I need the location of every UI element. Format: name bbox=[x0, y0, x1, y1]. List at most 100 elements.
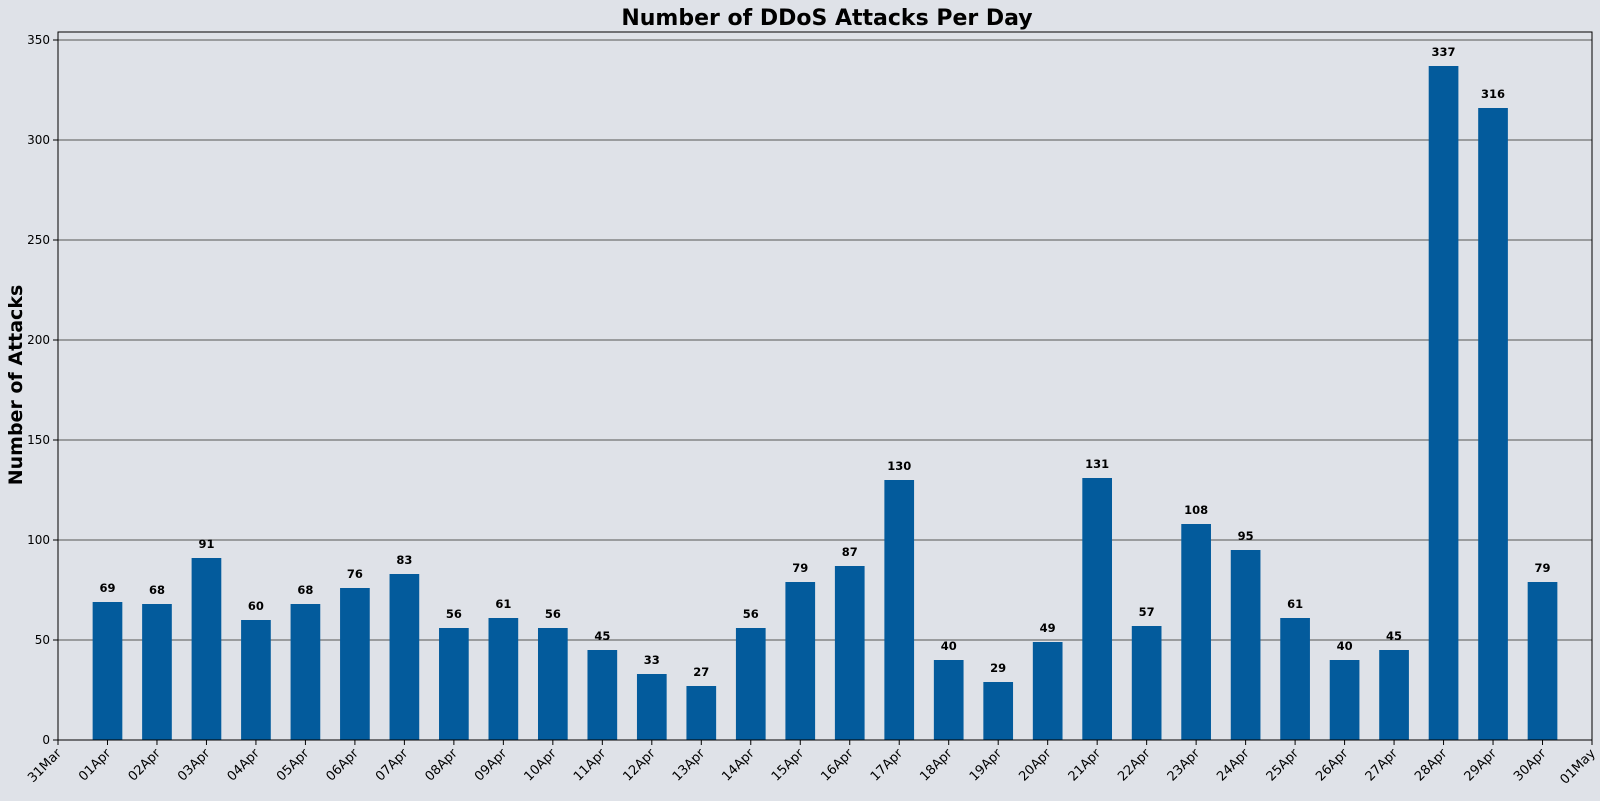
bar bbox=[1181, 524, 1211, 740]
data-label: 337 bbox=[1432, 45, 1456, 59]
x-tick-label: 10Apr bbox=[521, 746, 560, 785]
x-tick-label: 16Apr bbox=[818, 746, 857, 785]
bar bbox=[142, 604, 172, 740]
y-tick-label: 200 bbox=[27, 333, 50, 347]
x-tick-label: 01May bbox=[1558, 746, 1600, 788]
x-tick-label: 03Apr bbox=[175, 746, 214, 785]
data-label: 45 bbox=[594, 629, 610, 643]
y-axis-ticks: 0 50 100 150 200 250 300 350 bbox=[27, 33, 58, 747]
x-tick-label: 18Apr bbox=[917, 746, 956, 785]
x-tick-label: 06Apr bbox=[324, 746, 363, 785]
data-label: 60 bbox=[248, 599, 264, 613]
x-tick-label: 13Apr bbox=[670, 746, 709, 785]
bar bbox=[933, 660, 964, 740]
x-tick-label: 15Apr bbox=[769, 746, 808, 785]
bar bbox=[1379, 650, 1409, 740]
data-label: 69 bbox=[99, 581, 115, 595]
data-label: 56 bbox=[446, 607, 462, 621]
x-tick-label: 11Apr bbox=[571, 746, 610, 785]
chart-title: Number of DDoS Attacks Per Day bbox=[621, 6, 1032, 31]
y-tick-label: 150 bbox=[27, 433, 50, 447]
y-tick-label: 300 bbox=[27, 133, 50, 147]
data-label: 108 bbox=[1184, 503, 1208, 517]
data-label: 91 bbox=[198, 537, 214, 551]
x-tick-label: 25Apr bbox=[1264, 746, 1303, 785]
x-tick-label: 05Apr bbox=[274, 746, 313, 785]
data-label: 61 bbox=[495, 597, 511, 611]
x-tick-label: 24Apr bbox=[1214, 746, 1253, 785]
bar bbox=[340, 588, 370, 740]
x-tick-label: 22Apr bbox=[1115, 746, 1154, 785]
y-tick-label: 50 bbox=[35, 633, 50, 647]
bar bbox=[785, 582, 816, 740]
data-label: 131 bbox=[1085, 457, 1109, 471]
bar bbox=[884, 480, 915, 740]
data-labels: 69 68 91 60 68 76 83 56 61 56 45 33 27 56 79 87 130 40 29 4… bbox=[99, 45, 1550, 679]
bar bbox=[389, 574, 420, 740]
x-tick-label: 12Apr bbox=[620, 746, 659, 785]
bar bbox=[537, 628, 568, 740]
bar bbox=[1527, 582, 1558, 740]
y-tick-label: 100 bbox=[27, 533, 50, 547]
x-tick-label: 07Apr bbox=[373, 746, 412, 785]
data-label: 68 bbox=[297, 583, 313, 597]
data-label: 29 bbox=[990, 661, 1006, 675]
y-tick-label: 0 bbox=[42, 733, 50, 747]
bar bbox=[92, 602, 123, 740]
data-label: 79 bbox=[1535, 561, 1551, 575]
bar bbox=[834, 566, 865, 740]
bar bbox=[636, 674, 667, 740]
y-tick-label: 250 bbox=[27, 233, 50, 247]
bar bbox=[1478, 108, 1508, 740]
x-tick-label: 30Apr bbox=[1511, 746, 1550, 785]
data-label: 49 bbox=[1040, 621, 1056, 635]
data-label: 130 bbox=[887, 459, 911, 473]
x-axis-ticks: 31Mar 01Apr 02Apr 03Apr 04Apr 05Apr 06Apr 07Apr… bbox=[25, 740, 1599, 788]
x-tick-label: 04Apr bbox=[225, 746, 264, 785]
data-label: 76 bbox=[347, 567, 363, 581]
bar bbox=[488, 618, 519, 740]
gridlines bbox=[58, 39, 1592, 641]
bar bbox=[1082, 478, 1113, 740]
data-label: 316 bbox=[1481, 87, 1505, 101]
plot-frame bbox=[57, 31, 1593, 741]
bar bbox=[439, 628, 469, 740]
data-label: 68 bbox=[149, 583, 165, 597]
bar bbox=[1280, 618, 1310, 740]
bar bbox=[191, 558, 222, 740]
data-label: 27 bbox=[693, 665, 709, 679]
x-tick-label: 17Apr bbox=[868, 746, 907, 785]
data-label: 79 bbox=[792, 561, 808, 575]
data-label: 45 bbox=[1386, 629, 1402, 643]
x-tick-label: 14Apr bbox=[719, 746, 758, 785]
bar bbox=[1131, 626, 1162, 740]
y-tick-label: 350 bbox=[27, 33, 50, 47]
x-tick-label: 08Apr bbox=[422, 746, 461, 785]
bars bbox=[92, 66, 1558, 740]
x-tick-label: 31Mar bbox=[25, 746, 65, 786]
bar bbox=[1428, 66, 1459, 740]
data-label: 33 bbox=[644, 653, 660, 667]
x-tick-label: 02Apr bbox=[126, 746, 165, 785]
bar bbox=[1032, 642, 1063, 740]
data-label: 56 bbox=[545, 607, 561, 621]
data-label: 61 bbox=[1287, 597, 1303, 611]
x-tick-label: 23Apr bbox=[1165, 746, 1204, 785]
data-label: 40 bbox=[1337, 639, 1353, 653]
x-tick-label: 09Apr bbox=[472, 746, 511, 785]
bar bbox=[290, 604, 321, 740]
bar bbox=[1230, 550, 1261, 740]
data-label: 83 bbox=[396, 553, 412, 567]
x-tick-label: 19Apr bbox=[967, 746, 1006, 785]
data-label: 40 bbox=[941, 639, 957, 653]
x-tick-label: 29Apr bbox=[1462, 746, 1501, 785]
data-label: 87 bbox=[842, 545, 858, 559]
bar bbox=[1329, 660, 1360, 740]
bar bbox=[983, 682, 1014, 740]
data-label: 57 bbox=[1139, 605, 1155, 619]
x-tick-label: 27Apr bbox=[1363, 746, 1402, 785]
y-axis-label: Number of Attacks bbox=[5, 285, 27, 486]
x-tick-label: 20Apr bbox=[1016, 746, 1055, 785]
x-tick-label: 28Apr bbox=[1412, 746, 1451, 785]
